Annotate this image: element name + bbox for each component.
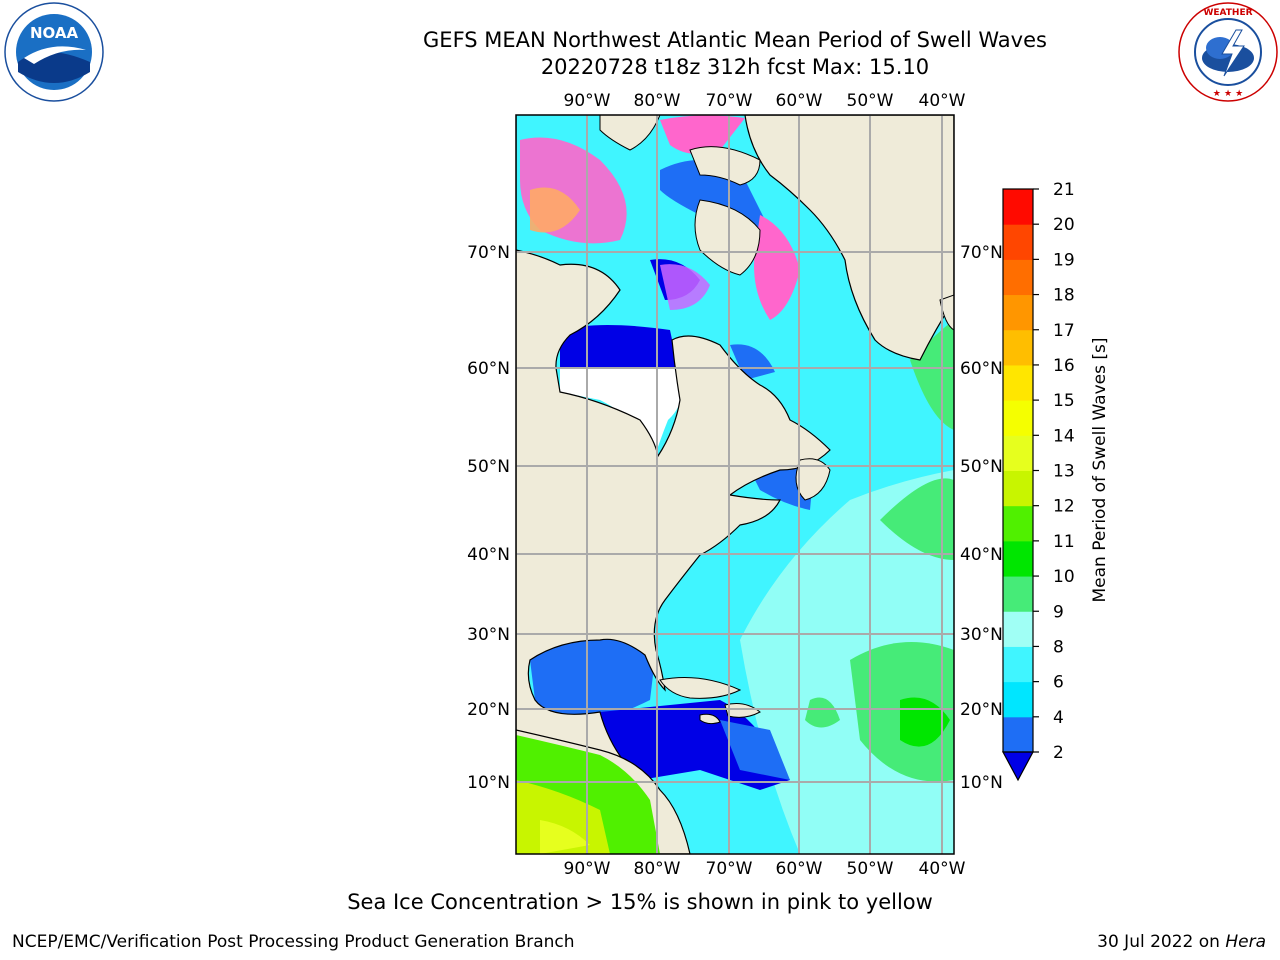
- lat-tick-label: 30°N: [960, 625, 1003, 645]
- swell-zone-9-10: [880, 478, 954, 560]
- footer-date-text: 30 Jul 2022 on: [1097, 932, 1226, 952]
- map-frame: [515, 114, 955, 855]
- land-newfoundland: [795, 458, 831, 501]
- graticule: [516, 115, 954, 854]
- colorbar-tick-label: 10: [1053, 567, 1075, 587]
- land-cuba: [659, 677, 742, 699]
- colorbar-segment: [1003, 540, 1033, 577]
- colorbar-tick-label: 17: [1053, 321, 1075, 341]
- lon-tick-label: 80°W: [634, 91, 681, 111]
- lon-tick-label: 40°W: [919, 859, 966, 879]
- colorbar-tick-label: 2: [1053, 743, 1064, 763]
- lat-tick-label: 70°N: [960, 243, 1003, 263]
- colorbar-segment: [1003, 400, 1033, 436]
- lat-tick-label: 20°N: [960, 700, 1003, 720]
- colorbar-tick-label: 8: [1053, 637, 1064, 657]
- svg-text:WEATHER: WEATHER: [1203, 8, 1252, 18]
- land-north-america: [516, 115, 831, 854]
- lat-tick-label: 30°N: [467, 625, 510, 645]
- lat-tick-label: 60°N: [467, 359, 510, 379]
- colorbar-tick-label: 4: [1053, 708, 1064, 728]
- colorbar-segment: [1003, 435, 1033, 471]
- lon-tick-label: 60°W: [776, 859, 823, 879]
- colorbar-tick-label: 18: [1053, 286, 1075, 306]
- lon-tick-labels-top: 90°W 80°W 70°W 60°W 50°W 40°W: [564, 91, 966, 111]
- colorbar-segment: [1003, 611, 1033, 647]
- lat-tick-labels-right: 70°N 60°N 50°N 40°N 30°N 20°N 10°N: [960, 243, 1003, 793]
- colorbar-tick-label: 21: [1053, 180, 1075, 200]
- colorbar-tick-label: 14: [1053, 426, 1075, 446]
- sea-ice: [754, 215, 800, 320]
- colorbar-segment: [1003, 681, 1033, 718]
- lon-tick-label: 50°W: [847, 91, 894, 111]
- lon-tick-label: 60°W: [776, 91, 823, 111]
- lat-tick-label: 60°N: [960, 359, 1003, 379]
- lat-tick-label: 10°N: [960, 773, 1003, 793]
- colorbar-segment: [1003, 294, 1033, 331]
- colorbar-under-arrow: [1001, 751, 1035, 782]
- svg-text:★ ★ ★: ★ ★ ★: [1213, 89, 1243, 99]
- colorbar-segment: [1003, 329, 1033, 366]
- lon-tick-label: 40°W: [919, 91, 966, 111]
- lon-tick-label: 70°W: [706, 91, 753, 111]
- lat-tick-label: 50°N: [960, 457, 1003, 477]
- sea-ice-note: Sea Ice Concentration > 15% is shown in …: [347, 890, 933, 914]
- colorbar-tick-label: 15: [1053, 391, 1075, 411]
- colorbar-segment: [1003, 224, 1033, 260]
- colorbar-segment: [1003, 364, 1033, 401]
- lon-tick-label: 80°W: [634, 859, 681, 879]
- colorbar-segment: [1003, 259, 1033, 296]
- footer-credit: NCEP/EMC/Verification Post Processing Pr…: [12, 932, 575, 952]
- lon-tick-label: 90°W: [564, 91, 611, 111]
- svg-text:NOAA: NOAA: [30, 24, 79, 42]
- footer-date: 30 Jul 2022 on Hera: [1097, 932, 1266, 952]
- colorbar-segment: [1003, 189, 1033, 225]
- colorbar-tick-label: 9: [1053, 602, 1064, 622]
- colorbar-segment: [1003, 576, 1033, 612]
- colorbar-tick-label: 16: [1053, 356, 1075, 376]
- colorbar-segment: [1003, 646, 1033, 683]
- hudson-bay: [560, 325, 678, 368]
- lon-tick-label: 70°W: [706, 859, 753, 879]
- gulf-of-mexico: [530, 639, 656, 722]
- lat-tick-label: 40°N: [960, 545, 1003, 565]
- lat-tick-label: 70°N: [467, 243, 510, 263]
- colorbar: 2 4 6 8 9 10 11 12 13 14 15 16 17 18 19 20 21: [1001, 180, 1075, 782]
- noaa-logo: NOAA: [4, 2, 104, 102]
- colorbar-label: Mean Period of Swell Waves [s]: [1090, 338, 1110, 603]
- colorbar-tick-label: 6: [1053, 673, 1064, 693]
- colorbar-tick-label: 12: [1053, 497, 1075, 517]
- lat-tick-label: 50°N: [467, 457, 510, 477]
- lat-tick-label: 40°N: [467, 545, 510, 565]
- nws-logo: WEATHER ★ ★ ★: [1178, 2, 1278, 102]
- chart-title: GEFS MEAN Northwest Atlantic Mean Period…: [423, 28, 1047, 52]
- land-baffin-island: [694, 199, 761, 276]
- land-greenland: [744, 115, 954, 361]
- lon-tick-labels-bottom: 90°W 80°W 70°W 60°W 50°W 40°W: [564, 859, 966, 879]
- chart-subtitle: 20220728 t18z 312h fcst Max: 15.10: [540, 55, 930, 79]
- colorbar-tick-label: 13: [1053, 462, 1075, 482]
- lon-tick-label: 90°W: [564, 859, 611, 879]
- colorbar-tick-label: 11: [1053, 532, 1075, 552]
- map-area: [516, 115, 954, 854]
- lat-tick-labels-left: 70°N 60°N 50°N 40°N 30°N 20°N 10°N: [467, 243, 510, 793]
- footer-host: Hera: [1225, 932, 1266, 952]
- lon-tick-label: 50°W: [847, 859, 894, 879]
- sea-ice: [660, 115, 745, 154]
- lat-tick-label: 10°N: [467, 773, 510, 793]
- colorbar-segment: [1003, 505, 1033, 542]
- colorbar-tick-label: 20: [1053, 215, 1075, 235]
- lat-tick-label: 20°N: [467, 700, 510, 720]
- colorbar-segment: [1003, 716, 1033, 753]
- colorbar-tick-label: 19: [1053, 250, 1075, 270]
- colorbar-segment: [1003, 470, 1033, 507]
